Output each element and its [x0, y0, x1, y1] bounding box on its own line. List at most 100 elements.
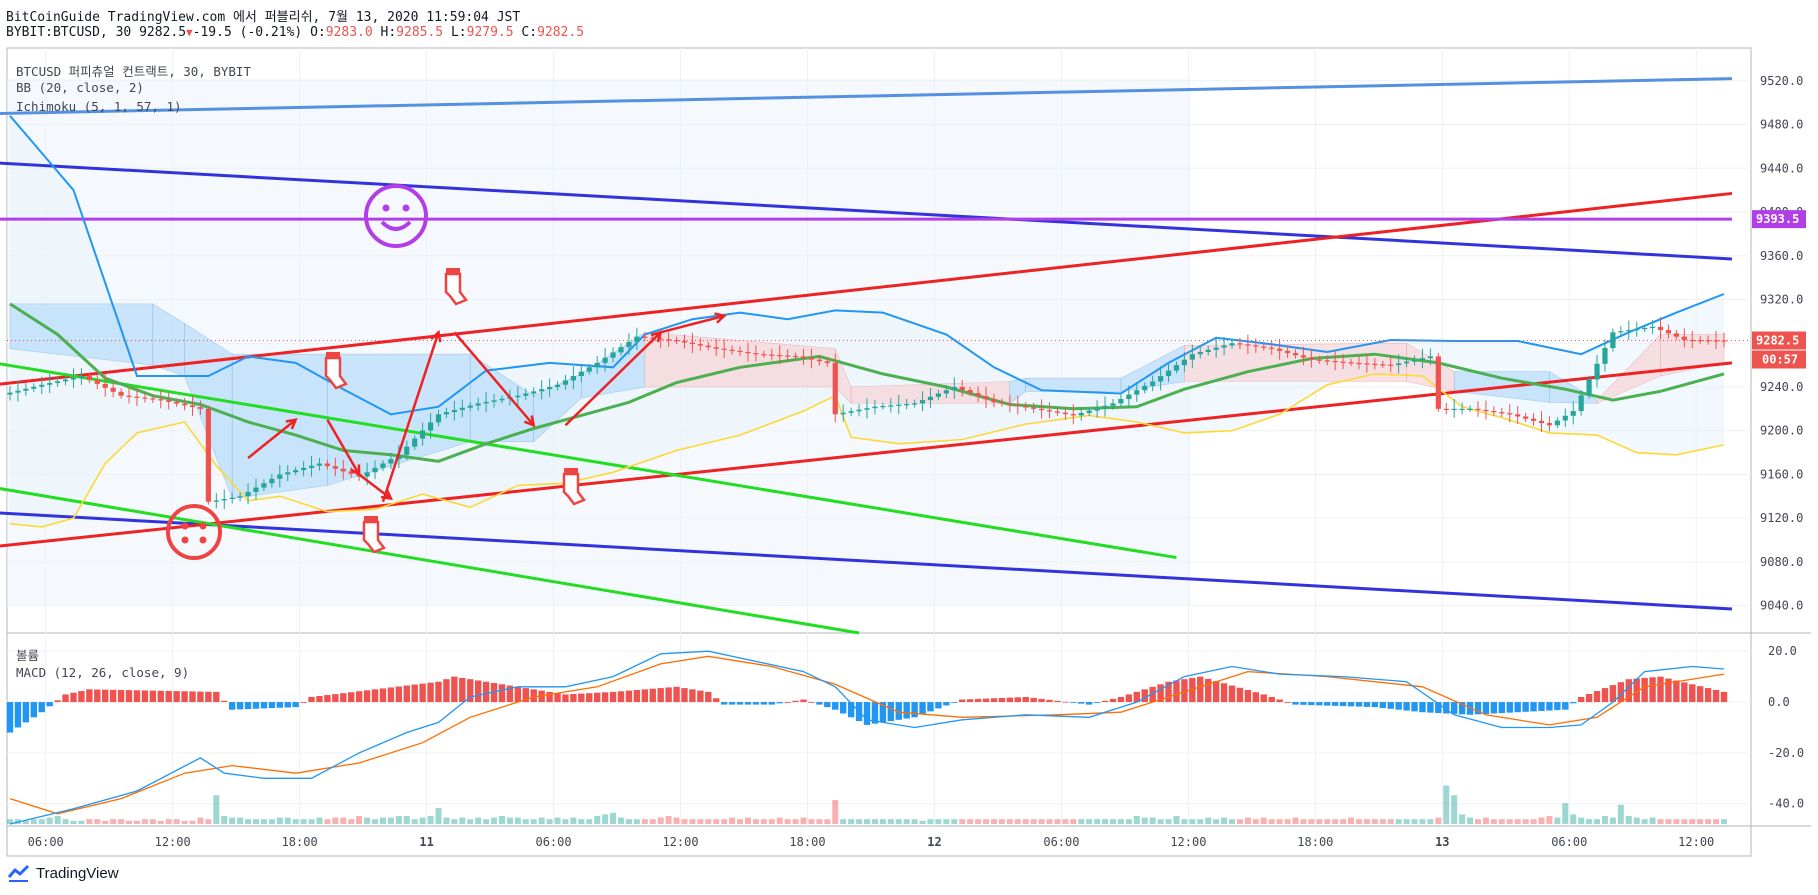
macd-hist-56	[451, 676, 458, 703]
macd-hist-32	[260, 702, 268, 709]
candle-body-15	[126, 395, 132, 397]
macd-hist-11	[94, 689, 101, 703]
candle-body-118	[943, 390, 949, 394]
candle-body-187	[1491, 411, 1497, 413]
candle-body-199	[1586, 379, 1592, 396]
macd-hist-136	[1085, 702, 1093, 705]
macd-hist-14	[117, 689, 125, 703]
candle-body-100	[800, 356, 807, 358]
volume-bar-5	[46, 817, 53, 824]
macd-hist-127	[1014, 697, 1021, 703]
macd-hist-186	[1482, 702, 1490, 714]
macd-hist-52	[419, 683, 426, 703]
volume-bar-20	[165, 819, 172, 824]
volume-bar-12	[102, 820, 109, 824]
macd-signal-line	[9, 655, 1725, 815]
price-pane[interactable]	[0, 77, 1751, 635]
macd-hist-121	[966, 699, 974, 703]
volume-bar-94	[752, 819, 759, 824]
legend-ichimoku[interactable]: Ichimoku (5, 1, 57, 1)	[16, 99, 182, 114]
candle-body-151	[1205, 349, 1211, 352]
trend-line-upper-light-blue	[0, 77, 1732, 115]
grid	[7, 48, 1751, 826]
macd-hist-12	[102, 689, 109, 703]
candle-body-81	[650, 337, 656, 339]
macd-hist-163	[1300, 702, 1307, 705]
volume-bar-84	[673, 817, 680, 824]
macd-hist-40	[324, 695, 331, 703]
legend-symbol[interactable]: BTCUSD 퍼피츄얼 컨트랙트, 30, BYBIT	[16, 64, 251, 79]
volume-bar-177	[1411, 819, 1418, 824]
volume-bar-123	[983, 819, 990, 824]
candle-body-59	[475, 403, 481, 406]
candle-body-91	[729, 349, 735, 351]
volume-bar-148	[1181, 819, 1188, 824]
candle-body-133	[1062, 412, 1068, 415]
candle-body-162	[1292, 353, 1299, 356]
macd-hist-153	[1220, 683, 1228, 703]
candle-body-171	[1364, 363, 1370, 365]
volume-bar-162	[1292, 817, 1299, 824]
candle-body-149	[1189, 354, 1195, 360]
drawings[interactable]	[166, 184, 727, 560]
macd-hist-174	[1387, 702, 1394, 709]
volume-bar-135	[1078, 819, 1085, 824]
macd-hist-17	[141, 690, 149, 703]
macd-hist-170	[1355, 702, 1363, 707]
candle-body-180	[1435, 356, 1441, 409]
macd-hist-129	[1030, 697, 1037, 703]
candle-body-161	[1284, 350, 1291, 354]
macd-hist-99	[792, 700, 799, 703]
candle-body-79	[634, 336, 640, 342]
price-label-bg-0	[1752, 210, 1806, 229]
macd-hist-3	[30, 702, 38, 718]
candle-body-92	[737, 350, 743, 353]
legend-macd[interactable]: MACD (12, 26, close, 9)	[16, 665, 190, 680]
macd-hist-76	[609, 691, 617, 703]
volume-bar-178	[1419, 819, 1426, 824]
candle-body-48	[388, 459, 394, 464]
legend-bb[interactable]: BB (20, close, 2)	[16, 80, 144, 95]
volume-bar-203	[1617, 804, 1624, 824]
candle-body-213	[1697, 340, 1703, 342]
volume-bar-33	[268, 819, 275, 824]
candle-body-76	[610, 352, 616, 358]
macd-hist-144	[1149, 686, 1156, 703]
candle-body-43	[348, 471, 354, 475]
volume-bar-67	[538, 817, 545, 824]
candle-body-24	[197, 407, 204, 409]
volume-bar-23	[189, 820, 196, 824]
candle-body-179	[1427, 356, 1433, 359]
macd-hist-157	[1252, 692, 1260, 703]
time-tick-3: 11	[419, 835, 433, 849]
macd-hist-167	[1331, 702, 1339, 706]
macd-hist-212	[1689, 684, 1696, 703]
macd-hist-77	[617, 691, 625, 703]
volume-bar-11	[94, 819, 101, 824]
tradingview-logo[interactable]: TradingView	[8, 864, 119, 882]
macd-hist-72	[578, 693, 585, 703]
macd-hist-143	[1141, 689, 1148, 703]
candle-body-190	[1515, 414, 1521, 417]
volume-bar-167	[1332, 819, 1339, 824]
macd-hist-0	[6, 702, 14, 733]
volume-bar-30	[245, 819, 252, 824]
candle-body-13	[110, 387, 116, 392]
candle-body-215	[1713, 340, 1719, 342]
candle-body-125	[999, 402, 1005, 404]
hand-pointer-icon-4-cuff	[364, 516, 378, 522]
candle-body-17	[142, 397, 148, 399]
candle-body-194	[1546, 423, 1553, 426]
macd-hist-210	[1673, 680, 1680, 703]
axes: 9520.09480.09440.09400.09360.09320.09280…	[28, 74, 1806, 849]
macd-hist-30	[244, 702, 252, 710]
volume-bar-213	[1697, 819, 1704, 824]
volume-bar-58	[467, 819, 474, 824]
macd-pane[interactable]	[6, 650, 1728, 825]
legend-volume[interactable]: 볼륨	[16, 648, 40, 663]
macd-hist-154	[1228, 685, 1236, 703]
volume-bar-215	[1713, 819, 1720, 824]
volume-bar-160	[1276, 819, 1283, 824]
time-tick-7: 12	[927, 835, 941, 849]
